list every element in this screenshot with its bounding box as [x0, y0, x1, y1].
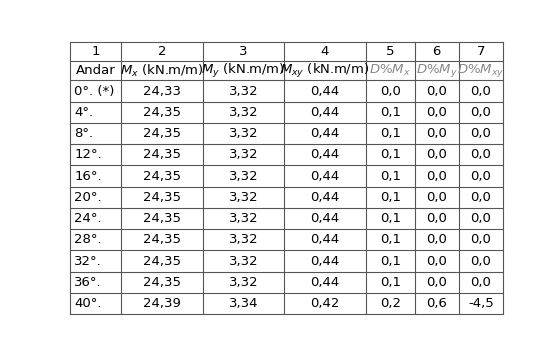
Text: 4°.: 4°.: [74, 106, 93, 119]
Text: 20°.: 20°.: [74, 191, 102, 204]
Text: 12°.: 12°.: [74, 148, 102, 161]
Text: 0,1: 0,1: [380, 169, 401, 183]
Text: 0,0: 0,0: [471, 255, 491, 268]
Text: $D\%M_y$: $D\%M_y$: [416, 62, 458, 79]
Text: 0,44: 0,44: [310, 106, 339, 119]
Text: 24,39: 24,39: [143, 297, 181, 310]
Text: 2: 2: [158, 46, 166, 58]
Text: 0,42: 0,42: [310, 297, 340, 310]
Text: 0,0: 0,0: [427, 106, 447, 119]
Text: 24,35: 24,35: [143, 148, 181, 161]
Text: -4,5: -4,5: [468, 297, 494, 310]
Text: 0,0: 0,0: [380, 84, 401, 97]
Text: 24,35: 24,35: [143, 255, 181, 268]
Text: 0,0: 0,0: [427, 233, 447, 246]
Text: 0,44: 0,44: [310, 84, 339, 97]
Text: 3,32: 3,32: [229, 148, 258, 161]
Text: 0,0: 0,0: [471, 127, 491, 140]
Text: 7: 7: [477, 46, 485, 58]
Text: 0,0: 0,0: [471, 84, 491, 97]
Text: 0,44: 0,44: [310, 148, 339, 161]
Text: $M_x$ (kN.m/m): $M_x$ (kN.m/m): [120, 63, 204, 79]
Text: 0,1: 0,1: [380, 255, 401, 268]
Text: 24,35: 24,35: [143, 191, 181, 204]
Text: 24,33: 24,33: [143, 84, 181, 97]
Text: 40°.: 40°.: [74, 297, 102, 310]
Text: 3,32: 3,32: [229, 169, 258, 183]
Text: $M_{xy}$ (kN.m/m): $M_{xy}$ (kN.m/m): [280, 62, 369, 80]
Text: 0,0: 0,0: [427, 212, 447, 225]
Text: $D\%M_{xy}$: $D\%M_{xy}$: [457, 62, 505, 79]
Text: 0,0: 0,0: [471, 106, 491, 119]
Text: 0,44: 0,44: [310, 233, 339, 246]
Text: $D\%M_x$: $D\%M_x$: [369, 63, 411, 78]
Text: 0,44: 0,44: [310, 212, 339, 225]
Text: 0,0: 0,0: [427, 127, 447, 140]
Text: $M_y$ (kN.m/m): $M_y$ (kN.m/m): [201, 62, 285, 80]
Text: 0,1: 0,1: [380, 276, 401, 289]
Text: 16°.: 16°.: [74, 169, 102, 183]
Text: 3,32: 3,32: [229, 255, 258, 268]
Text: 0,0: 0,0: [471, 212, 491, 225]
Text: 32°.: 32°.: [74, 255, 102, 268]
Text: 0,44: 0,44: [310, 169, 339, 183]
Text: 0,0: 0,0: [427, 276, 447, 289]
Text: 0,0: 0,0: [427, 148, 447, 161]
Text: 24,35: 24,35: [143, 212, 181, 225]
Text: 0,2: 0,2: [380, 297, 401, 310]
Text: 0,0: 0,0: [427, 84, 447, 97]
Text: 3,32: 3,32: [229, 233, 258, 246]
Text: 0,44: 0,44: [310, 191, 339, 204]
Text: 3,32: 3,32: [229, 191, 258, 204]
Text: 0,1: 0,1: [380, 191, 401, 204]
Text: 0,0: 0,0: [427, 191, 447, 204]
Text: 0,1: 0,1: [380, 212, 401, 225]
Text: 3: 3: [239, 46, 248, 58]
Text: 3,32: 3,32: [229, 276, 258, 289]
Text: 6: 6: [433, 46, 441, 58]
Text: 24,35: 24,35: [143, 169, 181, 183]
Text: 3,32: 3,32: [229, 212, 258, 225]
Text: 0,6: 0,6: [427, 297, 447, 310]
Text: Andar: Andar: [75, 64, 115, 77]
Text: 0,1: 0,1: [380, 148, 401, 161]
Text: 28°.: 28°.: [74, 233, 102, 246]
Text: 0°. (*): 0°. (*): [74, 84, 115, 97]
Text: 3,32: 3,32: [229, 127, 258, 140]
Text: 0,1: 0,1: [380, 233, 401, 246]
Text: 0,44: 0,44: [310, 255, 339, 268]
Text: 0,0: 0,0: [427, 169, 447, 183]
Text: 0,44: 0,44: [310, 127, 339, 140]
Text: 3,32: 3,32: [229, 84, 258, 97]
Text: 36°.: 36°.: [74, 276, 102, 289]
Text: 24°.: 24°.: [74, 212, 102, 225]
Text: 4: 4: [321, 46, 329, 58]
Text: 24,35: 24,35: [143, 233, 181, 246]
Text: 24,35: 24,35: [143, 127, 181, 140]
Text: 0,0: 0,0: [471, 276, 491, 289]
Text: 0,0: 0,0: [427, 255, 447, 268]
Text: 3,34: 3,34: [229, 297, 258, 310]
Text: 24,35: 24,35: [143, 106, 181, 119]
Text: 1: 1: [91, 46, 100, 58]
Text: 3,32: 3,32: [229, 106, 258, 119]
Text: 5: 5: [386, 46, 395, 58]
Text: 0,0: 0,0: [471, 233, 491, 246]
Text: 0,1: 0,1: [380, 106, 401, 119]
Text: 8°.: 8°.: [74, 127, 93, 140]
Text: 0,0: 0,0: [471, 169, 491, 183]
Text: 0,1: 0,1: [380, 127, 401, 140]
Text: 0,44: 0,44: [310, 276, 339, 289]
Text: 0,0: 0,0: [471, 148, 491, 161]
Text: 0,0: 0,0: [471, 191, 491, 204]
Text: 24,35: 24,35: [143, 276, 181, 289]
